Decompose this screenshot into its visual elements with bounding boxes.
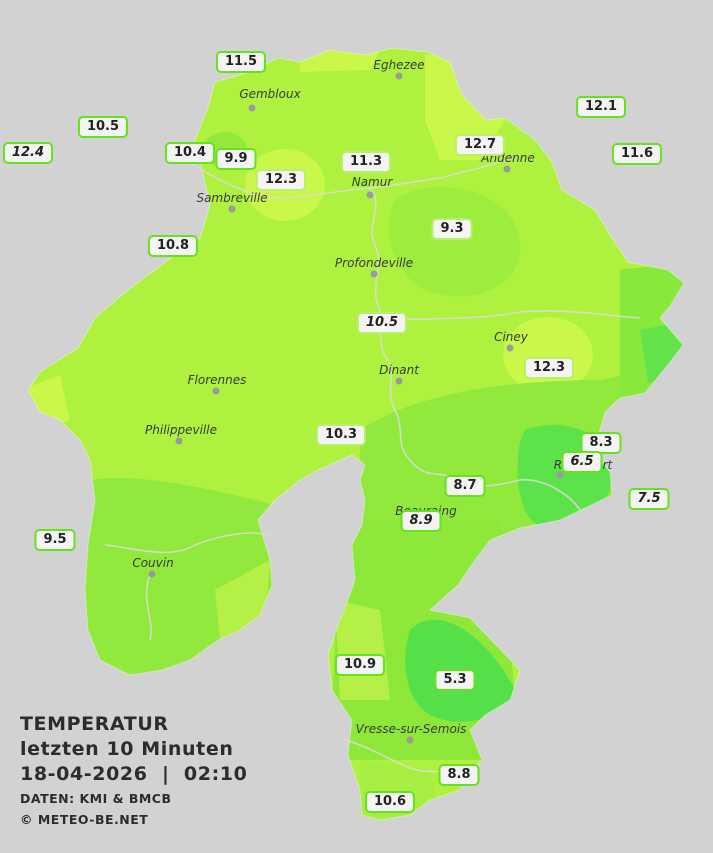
temperature-reading: 12.1 (575, 96, 627, 118)
city-dot (370, 270, 378, 278)
temperature-reading: 12.3 (523, 357, 575, 379)
city-label-gembloux: Gembloux (239, 87, 301, 101)
city-dot (506, 344, 514, 352)
temperature-reading: 9.5 (34, 529, 76, 551)
city-dot (212, 387, 220, 395)
city-dot (503, 165, 511, 173)
temperature-reading: 8.8 (438, 764, 480, 786)
city-label-couvin: Couvin (132, 556, 174, 570)
city-label-florennes: Florennes (187, 373, 247, 387)
temperature-reading: 7.5 (628, 488, 670, 510)
city-dot (395, 377, 403, 385)
rivers (104, 154, 641, 773)
city-label-philippeville: Philippeville (145, 423, 217, 437)
legend-source: DATEN: KMI & BMCB (20, 791, 172, 806)
temperature-reading: 12.4 (2, 142, 54, 164)
city-dot (556, 471, 564, 479)
city-label-namur: Namur (351, 175, 393, 189)
temperature-reading: 9.9 (215, 148, 257, 170)
temperature-reading: 10.5 (77, 116, 129, 138)
city-label-vresse-sur-semois: Vresse-sur-Semois (355, 722, 467, 736)
city-dot (228, 205, 236, 213)
city-dot (175, 437, 183, 445)
legend-title: TEMPERATUR (20, 713, 169, 735)
temperature-reading: 11.3 (340, 151, 392, 173)
city-label-dinant: Dinant (379, 363, 419, 377)
city-label-ciney: Ciney (494, 330, 528, 344)
legend-datetime: 18-04-2026 | 02:10 (20, 763, 248, 785)
city-dot (395, 72, 403, 80)
legend-copyright: © METEO-BE.NET (20, 812, 149, 827)
temperature-reading: 8.9 (400, 510, 442, 532)
temperature-reading: 12.3 (255, 169, 307, 191)
temperature-reading: 5.3 (434, 669, 476, 691)
temperature-reading: 9.3 (431, 218, 473, 240)
city-label-eghezee: Eghezee (373, 58, 425, 72)
temperature-reading: 12.7 (454, 134, 506, 156)
temperature-reading: 8.7 (444, 475, 486, 497)
temperature-reading: 6.5 (561, 451, 603, 473)
temperature-reading: 11.5 (215, 51, 267, 73)
city-dot (406, 736, 414, 744)
temperature-reading: 10.4 (164, 142, 216, 164)
city-dot (248, 104, 256, 112)
temperature-reading: 10.3 (315, 424, 367, 446)
temperature-reading: 11.6 (611, 143, 663, 165)
temperature-reading: 10.8 (147, 235, 199, 257)
city-label-sambreville: Sambreville (196, 191, 268, 205)
legend-period: letzten 10 Minuten (20, 738, 234, 760)
city-dot (366, 191, 374, 199)
map-legend: TEMPERATUR letzten 10 Minuten 18-04-2026… (20, 712, 247, 829)
temperature-reading: 10.9 (334, 654, 386, 676)
temperature-reading: 10.5 (356, 312, 408, 334)
city-dot (148, 570, 156, 578)
temperature-reading: 10.6 (364, 791, 416, 813)
city-label-profondeville: Profondeville (334, 256, 414, 270)
